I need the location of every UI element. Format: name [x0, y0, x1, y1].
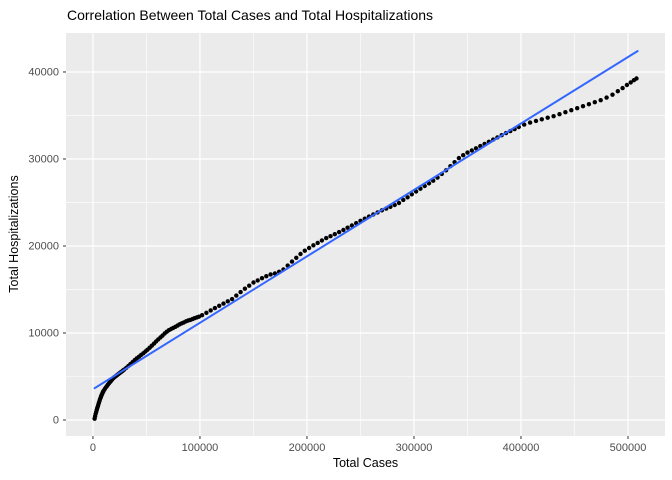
y-tick-label: 20000	[28, 240, 59, 252]
data-point	[592, 100, 597, 105]
data-point	[268, 272, 273, 277]
data-point	[238, 289, 243, 295]
data-point	[551, 114, 556, 119]
data-point	[615, 89, 620, 94]
data-point	[332, 232, 337, 237]
data-point	[217, 303, 222, 308]
data-point	[624, 82, 630, 88]
data-point	[212, 305, 218, 311]
minor-gridlines	[66, 33, 665, 436]
x-tick-label: 100000	[182, 442, 219, 454]
data-point	[527, 120, 533, 125]
data-point	[405, 195, 410, 200]
data-point	[533, 118, 539, 124]
data-point	[628, 80, 633, 85]
y-tick-label: 0	[53, 414, 59, 426]
data-point	[315, 240, 320, 246]
data-point	[345, 225, 350, 230]
data-point	[251, 280, 256, 285]
data-point	[204, 310, 209, 315]
data-point	[563, 110, 568, 115]
data-point	[341, 227, 346, 233]
data-point	[469, 148, 474, 153]
data-point	[264, 274, 269, 279]
data-point	[634, 76, 639, 81]
data-point	[234, 293, 239, 298]
x-axis-title: Total Cases	[332, 456, 399, 470]
chart-title: Correlation Between Total Cases and Tota…	[67, 7, 434, 23]
y-tick-label: 40000	[28, 66, 59, 78]
data-point	[545, 115, 550, 120]
data-point	[473, 146, 479, 151]
data-point	[349, 223, 355, 228]
data-point	[580, 104, 586, 109]
data-point	[575, 106, 580, 111]
data-point	[328, 234, 333, 239]
data-point	[242, 286, 248, 291]
data-point	[569, 108, 574, 113]
y-tick-label: 30000	[28, 153, 59, 165]
data-point	[255, 278, 260, 283]
panel: 0 100000 200000 300000 400000 500000 0 10000 200…	[28, 33, 665, 454]
y-axis: 0 10000 20000 30000 40000	[28, 66, 66, 426]
data-point	[298, 251, 303, 257]
data-point	[401, 197, 406, 203]
y-axis-title: Total Hospitalizations	[7, 175, 21, 293]
data-point	[302, 248, 307, 253]
data-point	[319, 238, 325, 243]
data-point	[610, 92, 615, 97]
major-gridlines	[66, 33, 665, 436]
data-point	[522, 122, 527, 127]
x-axis: 0 100000 200000 300000 400000 500000	[90, 436, 646, 454]
data-point	[199, 313, 205, 318]
data-point	[620, 85, 625, 91]
regression-line	[93, 50, 639, 390]
data-point	[324, 235, 329, 241]
data-point	[409, 192, 414, 197]
y-tick-label: 10000	[28, 327, 59, 339]
data-point	[557, 112, 562, 117]
data-point	[586, 102, 592, 107]
data-point	[392, 202, 397, 208]
x-tick-label: 200000	[289, 442, 326, 454]
data-point	[225, 299, 230, 304]
data-point	[465, 150, 470, 155]
data-point	[208, 308, 213, 313]
data-point	[396, 200, 402, 206]
data-point	[604, 95, 609, 100]
data-point	[259, 276, 265, 281]
data-point	[598, 98, 603, 103]
panel-background	[66, 33, 665, 436]
data-point	[336, 229, 342, 235]
data-point	[294, 255, 299, 260]
data-point	[461, 153, 466, 158]
x-tick-label: 400000	[503, 442, 540, 454]
data-point	[539, 117, 544, 122]
data-point	[221, 301, 226, 306]
x-tick-label: 300000	[396, 442, 433, 454]
data-point	[306, 245, 312, 251]
data-point	[456, 155, 462, 161]
x-tick-label: 500000	[610, 442, 647, 454]
data-point	[311, 243, 316, 248]
data-point	[229, 296, 235, 302]
data-point	[289, 259, 295, 264]
x-tick-label: 0	[90, 442, 96, 454]
data-point	[247, 283, 252, 288]
